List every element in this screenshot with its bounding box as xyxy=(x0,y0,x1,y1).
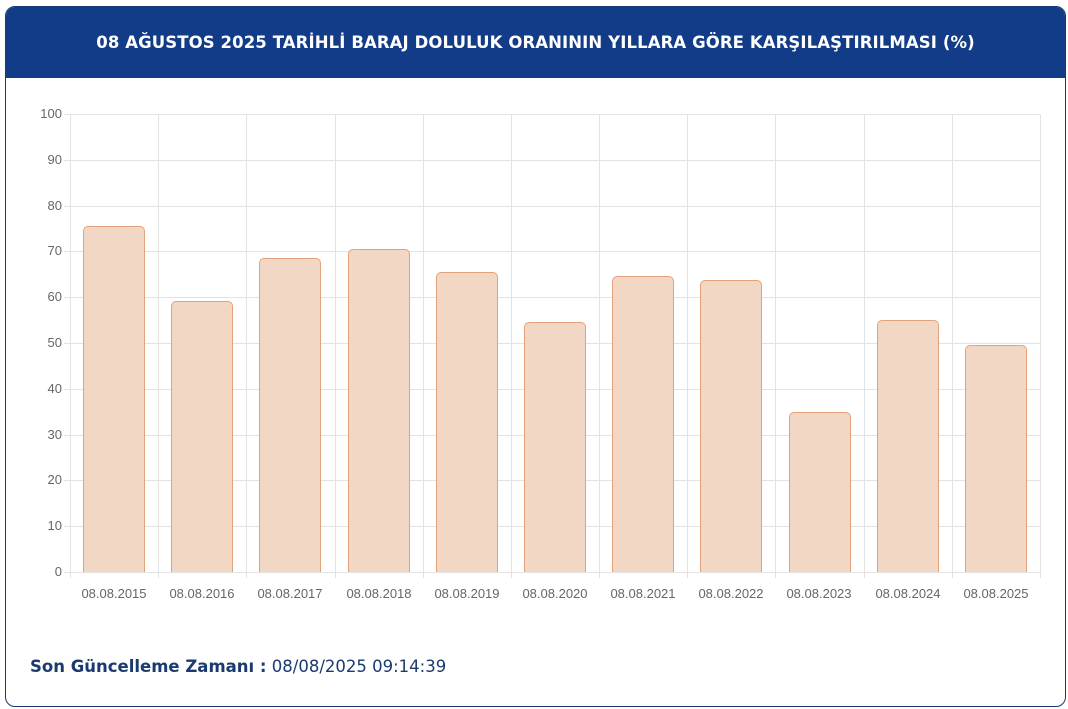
bar-08.08.2019 xyxy=(436,272,498,572)
y-tick-label: 90 xyxy=(47,152,62,167)
bar-08.08.2017 xyxy=(259,258,321,572)
x-tick-label: 08.08.2016 xyxy=(169,586,235,601)
x-tick-label: 08.08.2024 xyxy=(875,586,941,601)
gridline-vertical xyxy=(70,114,71,578)
gridline-vertical xyxy=(335,114,336,578)
gridline-vertical xyxy=(864,114,865,578)
gridline-vertical xyxy=(952,114,953,578)
y-tick-label: 10 xyxy=(47,518,62,533)
gridline-horizontal xyxy=(64,114,1040,115)
chart-title: 08 AĞUSTOS 2025 TARİHLİ BARAJ DOLULUK OR… xyxy=(96,33,975,52)
last-updated: Son Güncelleme Zamanı : 08/08/2025 09:14… xyxy=(30,657,446,676)
bar-08.08.2015 xyxy=(83,226,145,572)
x-tick-label: 08.08.2018 xyxy=(346,586,412,601)
y-tick-label: 70 xyxy=(47,243,62,258)
gridline-horizontal xyxy=(64,206,1040,207)
y-tick-label: 40 xyxy=(47,381,62,396)
last-updated-label: Son Güncelleme Zamanı : xyxy=(30,657,267,676)
bar-08.08.2016 xyxy=(171,301,233,572)
y-tick-label: 30 xyxy=(47,427,62,442)
gridline-horizontal xyxy=(64,572,1040,573)
bar-08.08.2021 xyxy=(612,276,674,572)
y-tick-label: 60 xyxy=(47,289,62,304)
x-tick-label: 08.08.2025 xyxy=(963,586,1029,601)
bar-08.08.2022 xyxy=(700,280,762,572)
gridline-vertical xyxy=(1040,114,1041,578)
gridline-vertical xyxy=(158,114,159,578)
x-tick-label: 08.08.2023 xyxy=(786,586,852,601)
x-tick-label: 08.08.2015 xyxy=(81,586,147,601)
x-tick-label: 08.08.2021 xyxy=(610,586,676,601)
bar-08.08.2018 xyxy=(348,249,410,572)
gridline-vertical xyxy=(423,114,424,578)
gridline-horizontal xyxy=(64,160,1040,161)
gridline-horizontal xyxy=(64,251,1040,252)
x-tick-label: 08.08.2019 xyxy=(434,586,500,601)
bar-08.08.2023 xyxy=(789,412,851,572)
bar-08.08.2020 xyxy=(524,322,586,572)
gridline-vertical xyxy=(246,114,247,578)
y-tick-label: 80 xyxy=(47,198,62,213)
y-tick-label: 20 xyxy=(47,472,62,487)
y-tick-label: 100 xyxy=(40,106,62,121)
gridline-vertical xyxy=(599,114,600,578)
gridline-vertical xyxy=(775,114,776,578)
bar-08.08.2024 xyxy=(877,320,939,572)
y-tick-label: 50 xyxy=(47,335,62,350)
bar-08.08.2025 xyxy=(965,345,1027,572)
gridline-horizontal xyxy=(64,297,1040,298)
last-updated-value: 08/08/2025 09:14:39 xyxy=(266,657,447,676)
y-tick-label: 0 xyxy=(54,564,62,579)
card-header: 08 AĞUSTOS 2025 TARİHLİ BARAJ DOLULUK OR… xyxy=(6,7,1065,78)
x-tick-label: 08.08.2022 xyxy=(698,586,764,601)
x-tick-label: 08.08.2017 xyxy=(257,586,323,601)
gridline-vertical xyxy=(687,114,688,578)
x-tick-label: 08.08.2020 xyxy=(522,586,588,601)
gridline-vertical xyxy=(511,114,512,578)
